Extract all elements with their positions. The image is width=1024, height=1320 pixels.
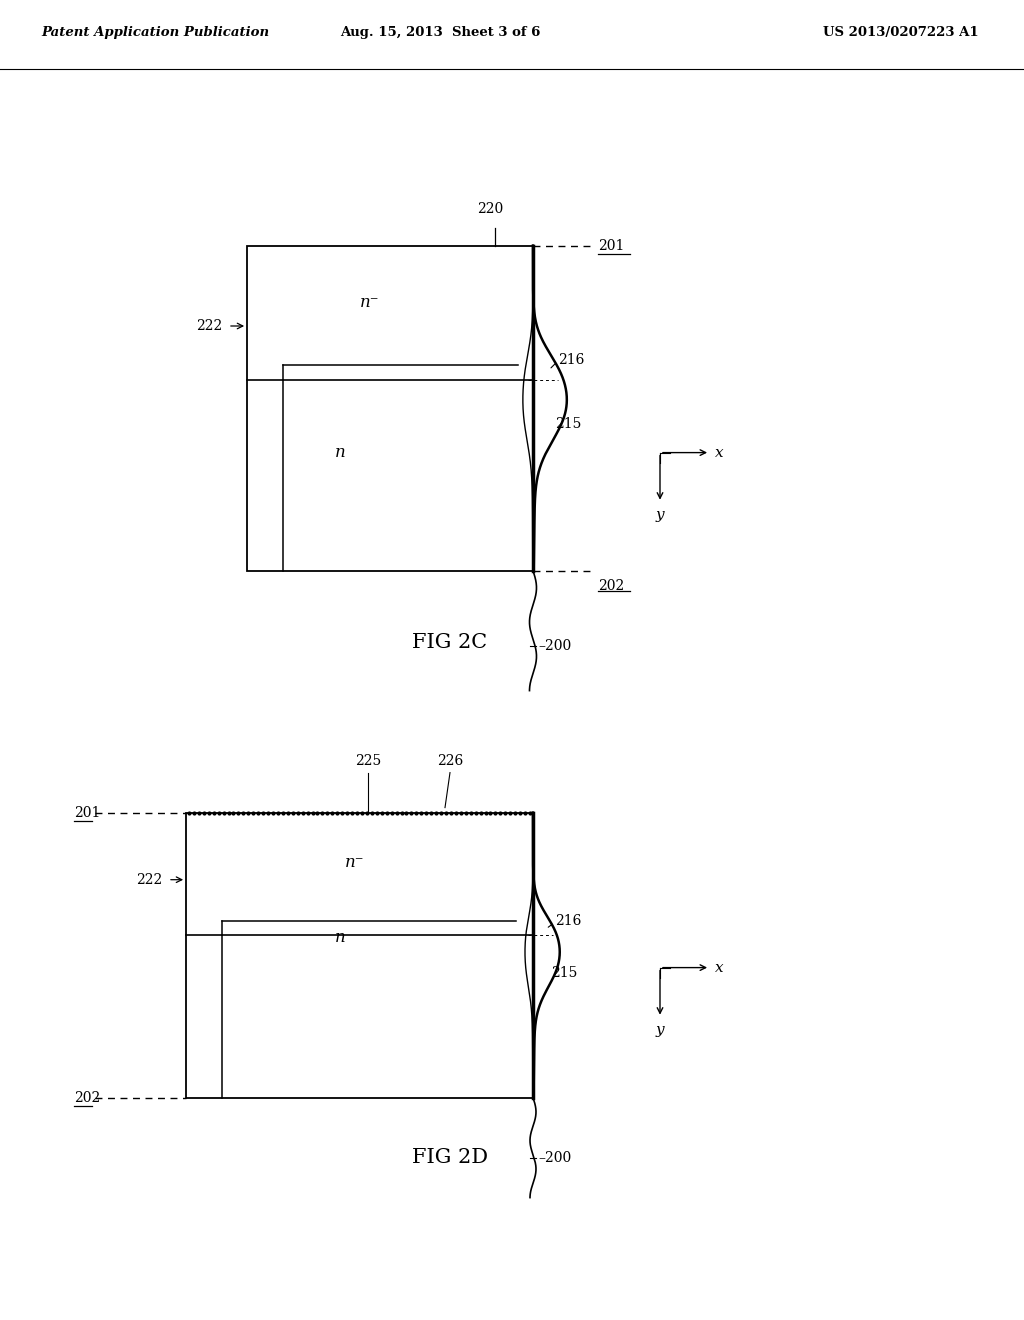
Text: Aug. 15, 2013  Sheet 3 of 6: Aug. 15, 2013 Sheet 3 of 6 [340, 26, 541, 40]
Text: n: n [335, 929, 345, 946]
Text: 201: 201 [598, 239, 625, 252]
Text: n⁻: n⁻ [345, 854, 365, 871]
Text: 201: 201 [74, 805, 100, 820]
Text: y: y [655, 508, 665, 521]
Bar [247, 246, 534, 570]
Text: 202: 202 [598, 578, 625, 593]
Text: 225: 225 [355, 754, 381, 768]
Text: 216: 216 [555, 913, 582, 928]
Text: 220: 220 [477, 202, 503, 215]
Text: 226: 226 [437, 754, 463, 768]
Text: n⁻: n⁻ [360, 294, 380, 312]
Text: –200: –200 [538, 1151, 571, 1164]
Text: 222: 222 [196, 319, 222, 333]
Text: FIG 2C: FIG 2C [413, 634, 487, 652]
Text: x: x [715, 446, 724, 459]
Bar [186, 813, 534, 1098]
Text: 216: 216 [558, 352, 585, 367]
Text: US 2013/0207223 A1: US 2013/0207223 A1 [823, 26, 979, 40]
Text: x: x [715, 961, 724, 974]
Text: n: n [335, 444, 345, 461]
Text: –200: –200 [538, 639, 571, 652]
Text: y: y [655, 1023, 665, 1036]
Text: Patent Application Publication: Patent Application Publication [41, 26, 269, 40]
Text: 222: 222 [136, 873, 162, 887]
Text: 202: 202 [74, 1090, 100, 1105]
Text: 215: 215 [555, 417, 582, 432]
Text: FIG 2D: FIG 2D [412, 1148, 488, 1167]
Text: 215: 215 [551, 966, 578, 979]
